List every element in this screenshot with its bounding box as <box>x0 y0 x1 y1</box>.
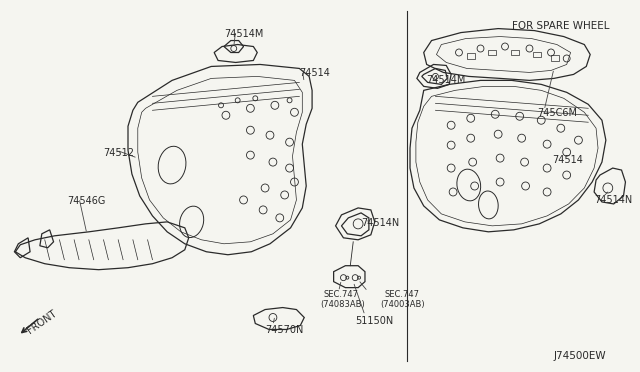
Text: 745C6M: 745C6M <box>538 108 577 118</box>
Bar <box>551 55 559 61</box>
Text: 74514N: 74514N <box>594 195 632 205</box>
Text: FOR SPARE WHEEL: FOR SPARE WHEEL <box>512 20 609 31</box>
Text: 74514M: 74514M <box>427 76 466 86</box>
Text: 74514N: 74514N <box>361 218 399 228</box>
Text: SEC.747: SEC.747 <box>385 290 420 299</box>
Bar <box>488 49 496 55</box>
Text: 74546G: 74546G <box>67 196 106 206</box>
Text: 74570N: 74570N <box>265 326 303 336</box>
Text: FRONT: FRONT <box>26 308 58 335</box>
Bar <box>467 54 475 60</box>
Text: 74514M: 74514M <box>224 29 263 39</box>
Text: 74514: 74514 <box>300 68 330 78</box>
Text: 74514: 74514 <box>552 155 583 165</box>
Text: (74003AB): (74003AB) <box>381 299 425 309</box>
Text: (74083AB): (74083AB) <box>320 299 365 309</box>
Text: J74500EW: J74500EW <box>554 352 607 361</box>
Text: 74512: 74512 <box>104 148 134 158</box>
Text: 51150N: 51150N <box>355 315 394 326</box>
Text: SEC.747: SEC.747 <box>324 290 359 299</box>
Bar <box>533 51 541 58</box>
Bar <box>511 49 518 55</box>
